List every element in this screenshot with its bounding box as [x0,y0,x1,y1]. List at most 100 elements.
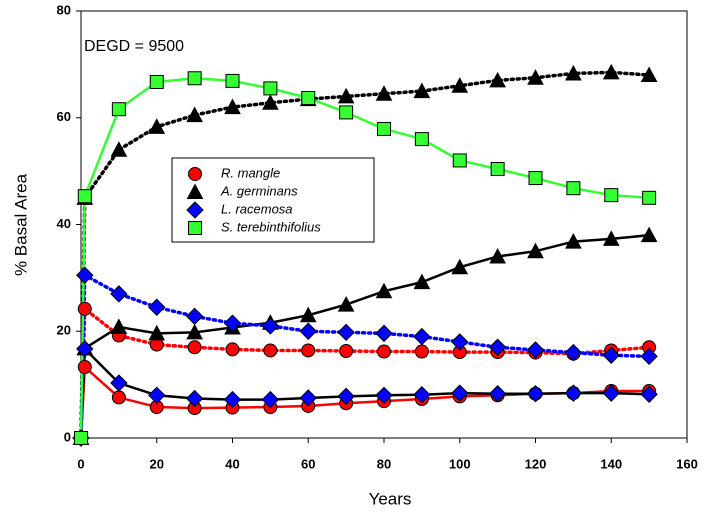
data-point [186,106,203,123]
x-axis-title: Years [369,489,412,508]
data-point [223,390,242,409]
data-point [148,118,166,134]
legend-marker [186,183,204,199]
data-point [299,322,317,340]
data-point [602,230,620,246]
legend-box [171,157,375,243]
data-point [527,69,544,85]
series-line [79,305,651,440]
data-point [76,340,94,358]
data-point [375,324,393,343]
data-point [413,327,431,346]
series-line [79,76,651,440]
data-point [602,63,620,80]
data-point [337,296,355,312]
data-point [413,386,431,404]
x-tick-label: 40 [225,456,239,471]
y-tick-label: 20 [57,323,71,338]
x-tick-label: 60 [301,456,315,471]
data-point [186,323,203,340]
data-point [488,384,507,403]
data-point [452,153,467,168]
data-point [261,317,280,335]
data-point [413,82,431,99]
data-point [602,384,620,402]
data-point [74,431,88,445]
data-point [489,71,506,88]
data-point [148,298,166,316]
data-point [414,344,429,359]
data-point [301,91,316,106]
data-point [261,390,280,409]
data-point [526,384,545,403]
x-tick-label: 0 [77,456,84,471]
data-point [111,102,126,117]
data-point [565,233,582,249]
x-tick-label: 140 [600,456,622,471]
data-point [640,385,658,403]
data-point [185,307,204,326]
data-point [339,105,354,120]
x-tick-label: 20 [150,456,164,471]
y-axis-title: % Basal Area [11,173,30,276]
data-point [640,347,658,366]
data-point [451,77,469,93]
data-point [263,343,278,358]
data-point [640,226,658,243]
data-point [225,73,240,88]
x-tick-label: 100 [449,456,471,471]
legend-label: S. terebinthifolius [221,219,321,234]
data-point [110,374,128,392]
data-point [224,98,241,115]
data-point [110,285,128,303]
y-tick-label: 60 [57,109,71,124]
data-point [604,188,619,203]
data-point [337,323,355,342]
data-point [377,344,391,359]
data-point [564,343,583,362]
data-point [110,141,128,157]
legend-marker [186,201,204,219]
data-point [490,161,505,176]
data-point [148,324,166,341]
data-point [566,181,581,196]
data-point [526,341,545,359]
data-point [339,343,354,358]
y-tick-label: 40 [57,216,71,231]
data-point [76,266,94,284]
data-point [565,64,582,81]
data-point [375,85,393,101]
data-point [77,301,92,316]
y-tick-label: 80 [57,2,71,17]
data-point [225,342,240,357]
data-point [640,66,658,83]
data-point [149,74,164,89]
data-point [262,94,279,110]
data-point [110,318,128,334]
data-point [377,121,391,136]
data-point [375,386,393,405]
legend-label: R. mangle [221,165,280,180]
data-point [602,346,620,364]
series-line [79,70,651,440]
data-point [263,81,278,96]
data-point [111,390,126,405]
data-point [564,384,583,402]
data-point [489,247,506,264]
data-point [528,171,543,186]
series-line [79,345,651,440]
data-point [488,338,507,356]
data-point [299,389,317,407]
data-point [451,333,469,351]
data-point [451,258,469,275]
y-tick-label: 0 [64,429,71,444]
data-point [185,389,204,408]
legend-marker [188,167,202,181]
data-point [527,242,544,259]
x-tick-label: 80 [377,456,391,471]
series-line [79,272,651,440]
annotation: DEGD = 9500 [84,38,184,55]
data-point [223,314,242,332]
data-point [77,189,92,204]
